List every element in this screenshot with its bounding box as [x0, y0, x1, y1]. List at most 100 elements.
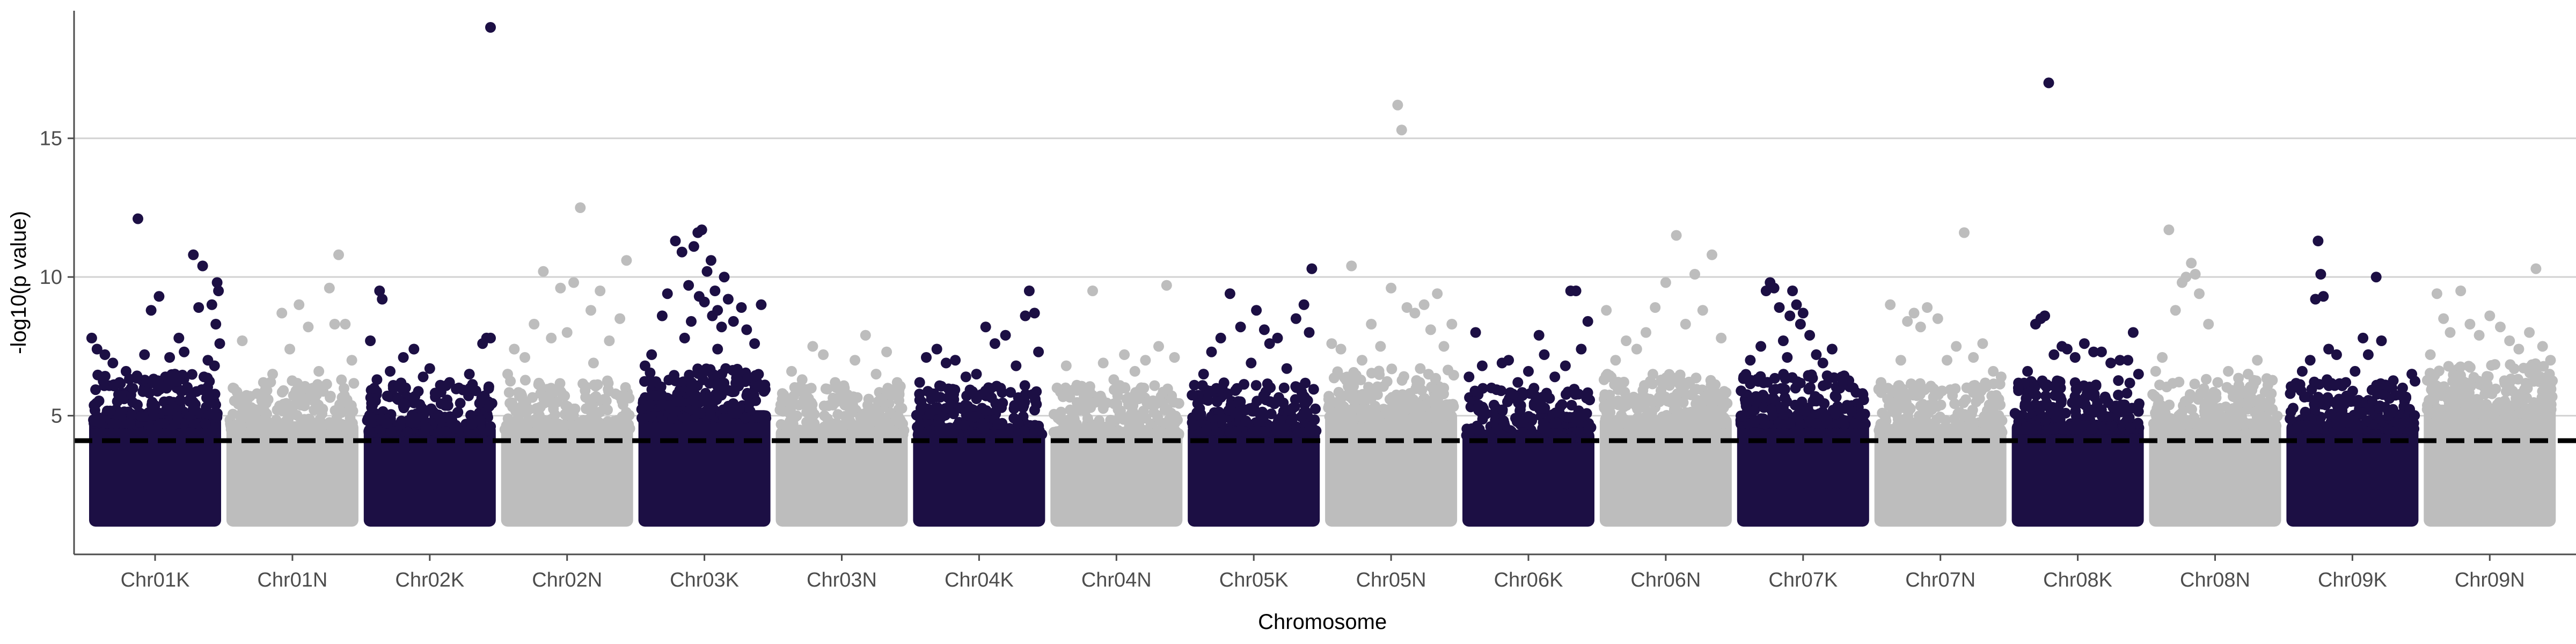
x-tick-label: Chr09N: [2455, 569, 2525, 591]
snp-point-outlier: [398, 352, 409, 363]
snp-point: [2353, 407, 2365, 419]
snp-point: [2443, 361, 2454, 372]
snp-point-outlier: [662, 288, 673, 299]
snp-point: [942, 402, 953, 414]
snp-point-outlier: [1689, 269, 1700, 280]
snp-point: [619, 423, 631, 435]
snp-point-outlier: [214, 338, 225, 349]
snp-point: [2037, 375, 2048, 386]
snp-point-outlier: [1523, 365, 1534, 377]
snp-point: [1265, 382, 1276, 393]
snp-point: [1399, 392, 1410, 402]
snp-point: [578, 415, 589, 426]
snp-point: [2518, 362, 2529, 374]
snp-point: [2326, 408, 2337, 420]
snp-point: [2538, 361, 2549, 372]
snp-point: [620, 391, 632, 402]
snp-point: [2323, 380, 2334, 391]
snp-point: [554, 378, 566, 389]
x-axis-title: Chromosome: [1258, 610, 1387, 634]
snp-point-outlier: [444, 377, 455, 388]
snp-point-outlier: [1000, 330, 1011, 341]
snp-point-outlier: [1503, 355, 1514, 366]
snp-point: [2089, 407, 2100, 418]
snp-point: [519, 375, 531, 386]
snp-point: [2164, 399, 2175, 411]
snp-point: [2427, 380, 2438, 392]
snp-point: [126, 409, 137, 420]
snp-point: [731, 408, 743, 419]
snp-point: [869, 429, 880, 440]
snp-point: [2455, 361, 2466, 372]
snp-point: [1949, 398, 1960, 409]
snp-point: [2514, 407, 2526, 419]
snp-point-outlier: [1697, 305, 1708, 316]
snp-point-outlier: [1797, 308, 1809, 319]
snp-point: [2156, 412, 2168, 423]
snp-point-outlier: [1570, 286, 1582, 296]
series-Chr03K: [636, 224, 772, 527]
snp-point: [1474, 423, 1485, 435]
snp-point: [1065, 429, 1076, 441]
snp-point-outlier: [2331, 349, 2342, 360]
snp-point: [618, 414, 629, 425]
snp-point: [317, 408, 327, 419]
snp-point: [924, 408, 935, 420]
snp-point: [2174, 376, 2185, 387]
snp-point: [961, 409, 972, 420]
snp-point: [2490, 383, 2501, 394]
snp-point-outlier: [1326, 338, 1337, 349]
snp-point-outlier: [2262, 379, 2273, 391]
snp-point: [2104, 411, 2115, 422]
snp-point: [650, 390, 661, 401]
snp-point: [2201, 374, 2212, 385]
snp-point-outlier: [870, 369, 882, 380]
snp-point-outlier: [2157, 352, 2168, 363]
snp-point: [1197, 380, 1208, 391]
snp-point-outlier: [2061, 343, 2073, 355]
snp-point: [744, 397, 756, 408]
snp-point-outlier: [1707, 249, 1717, 260]
snp-point: [1225, 400, 1236, 411]
snp-point: [1415, 363, 1426, 374]
snp-point-outlier: [688, 241, 699, 252]
snp-point: [132, 399, 143, 411]
snp-point: [1149, 380, 1160, 391]
snp-point: [1498, 416, 1509, 427]
snp-point: [1030, 395, 1041, 406]
snp-point: [1980, 425, 1991, 436]
x-tick-label: Chr04N: [1081, 569, 1152, 591]
snp-point: [399, 398, 410, 409]
snp-point-outlier: [209, 360, 220, 371]
snp-point: [786, 394, 797, 405]
snp-point: [1829, 390, 1841, 401]
snp-point: [1644, 376, 1656, 387]
snp-point: [1372, 389, 1383, 400]
snp-point: [590, 410, 602, 421]
snp-point: [1887, 406, 1898, 417]
snp-point: [1444, 399, 1455, 410]
snp-point: [367, 397, 378, 408]
snp-point-outlier: [709, 286, 721, 296]
snp-point: [1528, 383, 1540, 394]
snp-point: [2519, 384, 2530, 395]
snp-point: [1811, 418, 1822, 429]
snp-point-outlier: [1264, 338, 1275, 349]
snp-point-outlier: [830, 377, 841, 388]
snp-point: [1416, 385, 1428, 396]
snp-point: [860, 408, 871, 419]
snp-point: [1240, 415, 1252, 427]
snp-point-outlier: [2252, 355, 2263, 366]
snp-point: [872, 406, 883, 418]
snp-point: [705, 408, 716, 420]
snp-point: [1748, 416, 1759, 428]
snp-point-outlier: [371, 374, 383, 385]
snp-point: [1152, 425, 1163, 436]
snp-point-outlier: [2170, 305, 2181, 316]
snp-point-outlier: [712, 343, 723, 355]
snp-point: [1345, 409, 1357, 421]
snp-point: [1906, 378, 1916, 390]
snp-point: [1964, 383, 1975, 394]
snp-point: [161, 404, 172, 415]
snp-point: [2089, 389, 2100, 400]
